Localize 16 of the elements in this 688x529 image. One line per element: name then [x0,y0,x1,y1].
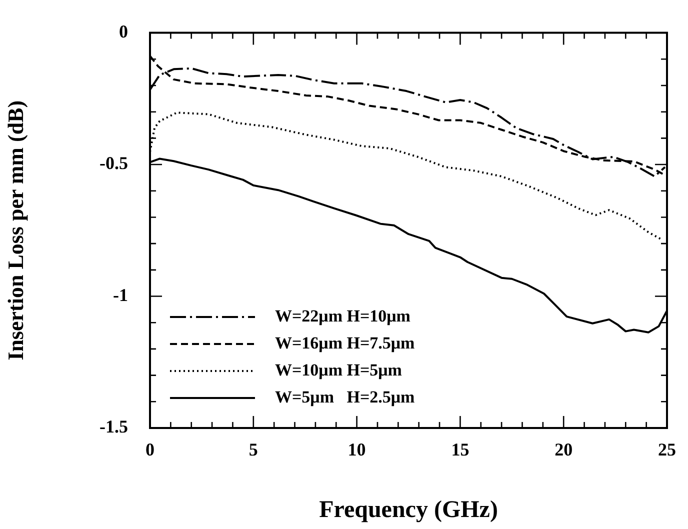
x-tick-label: 5 [248,439,258,460]
x-tick-label: 0 [146,439,154,460]
x-tick-label: 10 [348,439,366,460]
legend-label: W=22μm H=10μm [275,306,410,326]
legend-label: W=10μm H=5μm [275,360,402,380]
x-axis-title: Frequency (GHz) [319,496,498,523]
x-tick-label: 15 [451,439,470,460]
legend-label: W=5μm H=2.5μm [275,387,415,406]
x-tick-label: 20 [554,439,573,460]
y-tick-label: 0 [119,21,128,42]
legend-label: W=16μm H=7.5μm [275,333,415,352]
y-tick-label: -1 [113,284,128,305]
y-tick-label: -0.5 [100,153,128,174]
y-axis-title: Insertion Loss per mm (dB) [2,100,28,360]
x-tick-label: 25 [658,439,676,460]
y-tick-label: -1.5 [100,416,128,437]
